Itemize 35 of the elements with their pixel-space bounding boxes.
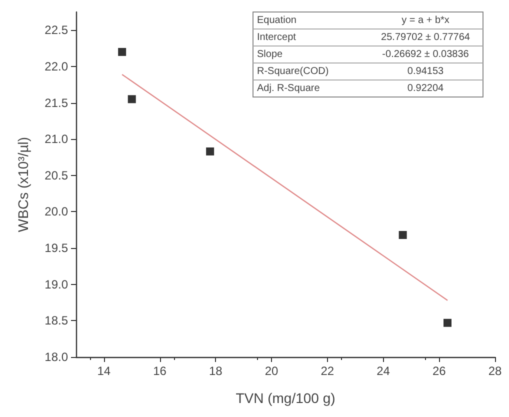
point [398, 230, 407, 239]
y-tick-label: 20.0 [44, 204, 68, 219]
annotation: Adj. R-Square [257, 83, 320, 94]
y-tick-label: 18.5 [44, 314, 68, 328]
y-tick-label: 20.5 [44, 168, 68, 182]
x-tick-label: 18 [208, 364, 223, 378]
y-tick-label: 18.0 [44, 350, 68, 364]
x-tick-label: 20 [264, 364, 279, 378]
annotation: y = a + b*x [402, 15, 450, 26]
y-tick-label: 22.5 [44, 23, 68, 38]
annotation: R-Square(COD) [257, 66, 329, 77]
x-tick-label: 24 [376, 364, 390, 378]
y-tick-label: 22.0 [44, 59, 68, 74]
annotation: Equation [257, 15, 296, 26]
point [206, 147, 214, 156]
point [128, 95, 136, 104]
y-tick-label: 21.5 [44, 96, 68, 110]
x-tick-label: 22 [320, 364, 334, 378]
annotation: 0.92204 [407, 83, 444, 94]
y-tick-label: 19.0 [44, 277, 68, 292]
point [444, 318, 452, 327]
annotation: Intercept [257, 32, 296, 43]
x-tick-label: 16 [153, 364, 167, 378]
y-tick-label: 19.5 [44, 241, 68, 256]
x-tick-label: 28 [488, 364, 502, 378]
y-tick-label: 21.0 [44, 132, 68, 146]
annotation: 25.79702 ± 0.77764 [381, 32, 470, 43]
annotation: 0.94153 [407, 66, 444, 77]
point [118, 48, 126, 56]
x-tick-label: 14 [97, 364, 111, 378]
y-axis-title: WBCs (x10³/µl) [15, 136, 31, 232]
annotation: Slope [257, 49, 284, 60]
x-axis-title: TVN (mg/100 g) [236, 390, 336, 406]
x-tick-label: 26 [432, 364, 446, 378]
annotation: -0.26692 ± 0.03836 [382, 49, 470, 60]
